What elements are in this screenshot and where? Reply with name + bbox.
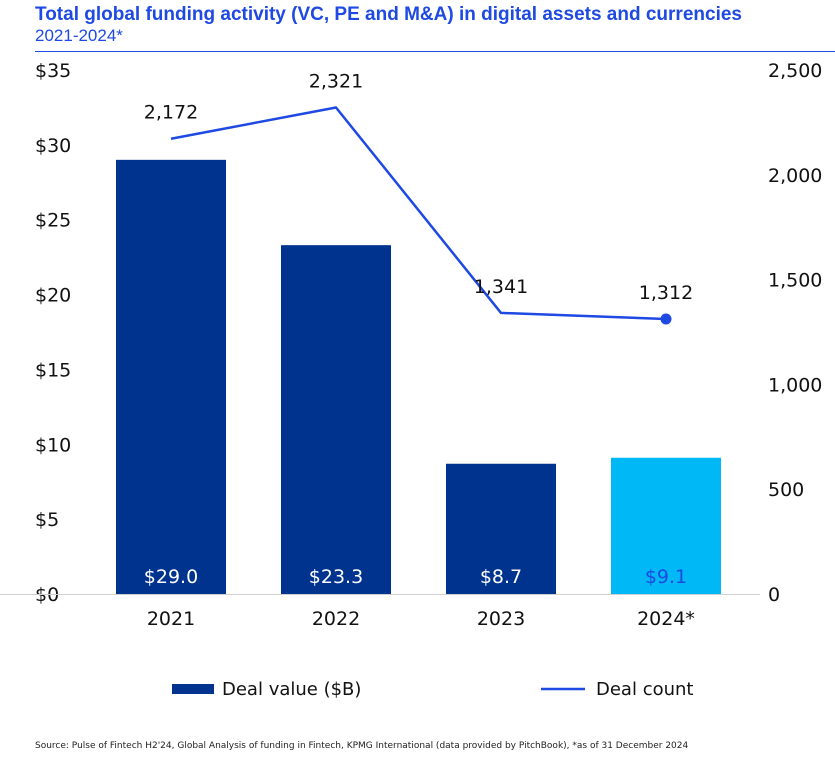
- y-right-tick-label: 500: [768, 479, 804, 501]
- y-right-tick-label: 1,000: [768, 374, 822, 396]
- y-left-tick-label: $5: [35, 509, 59, 531]
- y-right-tick-label: 2,500: [768, 60, 822, 82]
- chart-title: Total global funding activity (VC, PE an…: [35, 4, 742, 25]
- source-note: Source: Pulse of Fintech H2'24, Global A…: [35, 741, 689, 751]
- x-tick-label: 2024*: [637, 608, 695, 630]
- bar: [116, 159, 226, 595]
- bar: [611, 457, 721, 594]
- y-right-tick-label: 2,000: [768, 165, 822, 187]
- legend-label-deal-count: Deal count: [596, 679, 693, 700]
- x-tick-label: 2021: [147, 608, 195, 630]
- bar-value-label: $8.7: [480, 566, 522, 588]
- deal-count-label: 1,312: [639, 282, 693, 304]
- x-tick-label: 2022: [312, 608, 360, 630]
- bar: [446, 463, 556, 594]
- bar-value-label: $9.1: [645, 566, 687, 588]
- y-left-tick-label: $10: [35, 434, 71, 456]
- y-right-tick-label: 0: [768, 584, 780, 606]
- y-left-tick-label: $30: [35, 135, 71, 157]
- x-tick-label: 2023: [477, 608, 525, 630]
- y-left-tick-label: $35: [35, 60, 71, 82]
- y-right-tick-label: 1,500: [768, 270, 822, 292]
- title-rule: [35, 51, 835, 52]
- deal-count-line: [170, 106, 667, 321]
- bar: [281, 245, 391, 594]
- bar-value-label: $23.3: [309, 566, 363, 588]
- deal-count-marker: [660, 313, 672, 325]
- y-left-tick-label: $25: [35, 210, 71, 232]
- legend-label-deal-value: Deal value ($B): [222, 679, 361, 700]
- legend-bar-swatch: [172, 684, 214, 694]
- y-left-tick-label: $15: [35, 359, 71, 381]
- deal-count-label: 1,341: [474, 276, 528, 298]
- bar-value-label: $29.0: [144, 566, 198, 588]
- deal-count-label: 2,172: [144, 102, 198, 124]
- y-left-tick-label: $20: [35, 285, 71, 307]
- deal-count-label: 2,321: [309, 71, 363, 93]
- chart-subtitle: 2021-2024*: [35, 26, 123, 45]
